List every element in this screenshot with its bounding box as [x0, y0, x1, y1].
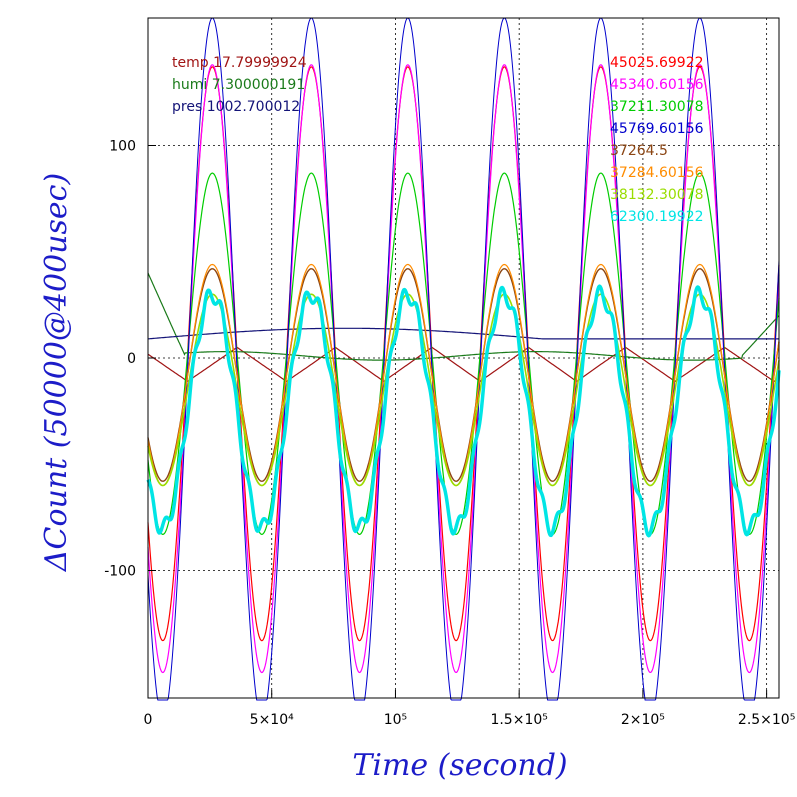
- legend-left-entry: temp 17.79999924: [172, 55, 307, 71]
- legend-right-entry: 45025.69922: [610, 55, 704, 71]
- x-tick-label: 2×10⁵: [621, 712, 665, 728]
- series-line-ch8: [146, 284, 781, 538]
- y-tick-label: 100: [109, 139, 136, 155]
- y-axis-title: ΔCount (50000@400usec): [39, 173, 74, 572]
- legend-right-entry: 37284.60156: [610, 165, 704, 181]
- series-line-ch7: [147, 293, 780, 487]
- axis-ticks: 0 5×10⁴ 10⁵ 1.5×10⁵ 2×10⁵ 2.5×10⁵ -100 0 100: [104, 139, 795, 729]
- legend-right-entry: 38132.30078: [610, 187, 704, 203]
- series-line-humi: [147, 272, 780, 361]
- series-line-ch1: [147, 66, 780, 642]
- legend-right-entry: 45769.60156: [610, 121, 704, 137]
- legend-left-entry: pres 1002.700012: [172, 99, 300, 115]
- series-group: [146, 17, 781, 701]
- x-tick-label: 5×10⁴: [250, 712, 294, 728]
- x-tick-label: 0: [144, 712, 153, 728]
- x-tick-label: 10⁵: [384, 712, 407, 728]
- y-tick-label: -100: [104, 564, 136, 580]
- y-tick-label: 0: [127, 351, 136, 367]
- legend-right-entry: 37264.5: [610, 143, 668, 159]
- legend-right: 45025.69922 45340.60156 37211.30078 45769.6…: [610, 55, 704, 225]
- x-tick-label: 2.5×10⁵: [738, 712, 795, 728]
- x-axis-title: Time (second): [352, 748, 567, 783]
- series-line-pres: [147, 327, 779, 340]
- x-tick-label: 1.5×10⁵: [490, 712, 547, 728]
- legend-right-entry: 45340.60156: [610, 77, 704, 93]
- legend-left-entry: humi 7.300000191: [172, 77, 305, 93]
- legend-right-entry: 37211.30078: [610, 99, 704, 115]
- legend-left: temp 17.79999924 humi 7.300000191 pres 100…: [172, 55, 307, 115]
- legend-right-entry: 62300.19922: [610, 209, 704, 225]
